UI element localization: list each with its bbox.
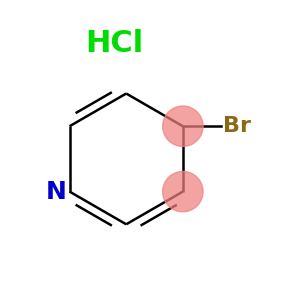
Text: N: N [46,180,67,204]
Circle shape [163,171,203,212]
Text: HCl: HCl [85,28,143,58]
Circle shape [163,106,203,146]
Text: Br: Br [223,116,251,136]
